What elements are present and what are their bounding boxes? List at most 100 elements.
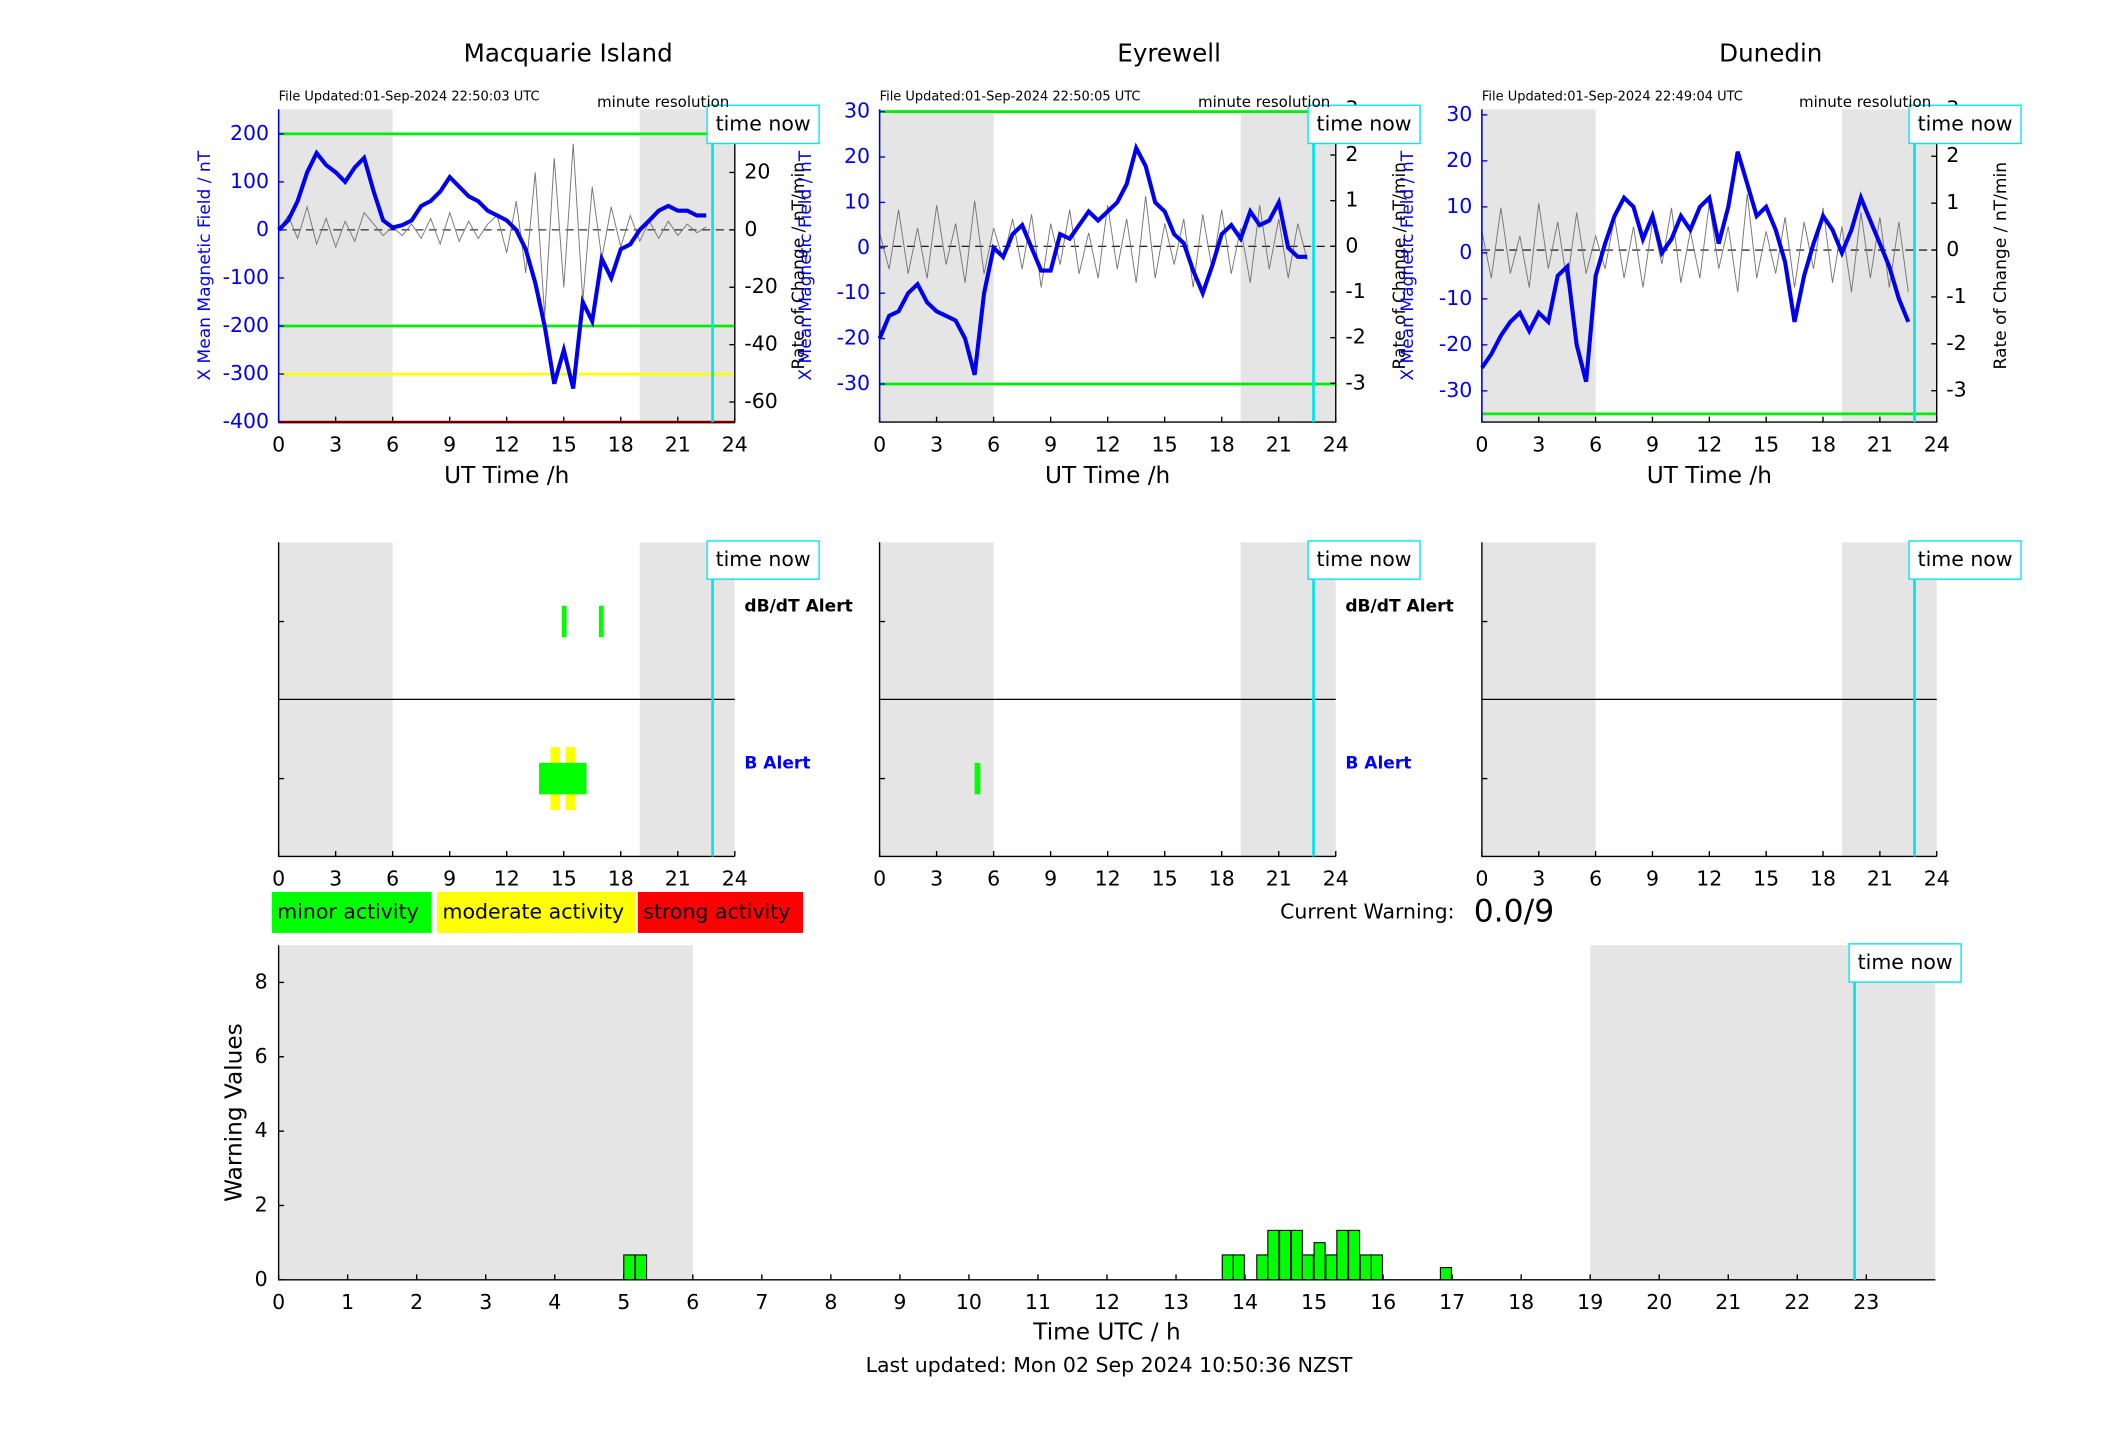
x-tick-label: 9 [1044,432,1057,456]
x-tick-label: 7 [755,1290,768,1314]
time-now-label: time now [716,111,811,135]
x-tick-label: 6 [686,1290,699,1314]
x-tick-label: 0 [1475,867,1488,891]
x-tick-label: 21 [665,867,691,891]
series-line [879,196,1308,288]
row-label: dB/dT Alert [1345,597,1453,617]
legend-swatch [437,891,636,933]
x-tick-label: 21 [1266,867,1292,891]
series-line [877,142,1308,376]
y2-axis-label: Rate of Change / nT/min [1991,162,2011,370]
x-axis-label: UT Time /h [444,462,569,489]
bar [1370,1254,1383,1281]
y2-tick-label: -1 [1946,284,1966,308]
bar [1290,1229,1303,1281]
y2-axis-label: Rate of Change / nT/min [789,162,809,369]
y-tick-label: 0 [255,1267,268,1291]
time-now-label: time now [716,547,811,571]
y-tick-label: 0 [857,235,870,259]
x-tick-label: 21 [665,432,691,456]
x-tick-label: 3 [479,1290,492,1314]
row-label: dB/dT Alert [744,597,852,617]
time-now-label: time now [1317,111,1412,135]
y2-tick-label: -3 [1946,378,1966,402]
bar [1348,1229,1361,1281]
night-shade [1240,109,1336,423]
bar [634,1254,648,1281]
alert-mark [561,605,567,638]
current-warning-label: Current Warning: [1280,899,1454,923]
x-tick-label: 21 [1867,867,1893,891]
bar [623,1254,636,1281]
x-tick-label: 21 [1715,1290,1741,1314]
x-tick-label: 9 [443,867,456,891]
y-tick-label: -200 [223,313,269,337]
x-tick-label: 24 [1924,867,1950,891]
x-tick-label: 18 [1508,1290,1534,1314]
row-label: B Alert [1345,754,1411,774]
x-tick-label: 21 [1867,432,1893,456]
x-tick-label: 3 [329,867,342,891]
y-tick-label: 10 [844,189,870,213]
y-tick-label: 6 [255,1044,268,1068]
resolution-note: minute resolution [1799,93,1931,111]
y-tick-label: -10 [1439,286,1472,310]
x-tick-label: 11 [1025,1290,1051,1314]
file-updated: File Updated:01-Sep-2024 22:49:04 UTC [1482,90,1743,105]
x-tick-label: 5 [617,1290,630,1314]
x-tick-label: 3 [930,432,943,456]
y-axis-label: Warning Values [220,1023,247,1202]
series-line [278,143,707,317]
legend-swatch [271,891,432,933]
x-tick-label: 3 [329,432,342,456]
x-tick-label: 3 [1532,432,1545,456]
time-now-box [1908,540,2022,580]
y-tick-label: 20 [844,144,870,168]
bar [1232,1254,1245,1281]
axes-frame [878,542,1336,858]
night-shade [1481,109,1596,423]
y-tick-label: 2 [255,1192,268,1216]
x-tick-label: 18 [1209,867,1235,891]
x-tick-label: 2 [410,1290,423,1314]
y2-tick-label: 20 [744,159,770,183]
x-tick-label: 0 [272,867,285,891]
x-tick-label: 15 [551,867,577,891]
x-tick-label: 9 [1646,867,1659,891]
time-now-box [1307,540,1421,580]
x-tick-label: 6 [1589,432,1602,456]
x-tick-label: 24 [1323,432,1349,456]
x-tick-label: 18 [1209,432,1235,456]
current-warning-value: 0.0/9 [1474,893,1555,929]
chart-title: Dunedin [1719,39,1822,68]
y-tick-label: 200 [230,121,269,145]
night-shade [879,109,994,423]
legend-label: minor activity [277,899,419,923]
y-tick-label: -10 [837,280,870,304]
x-tick-label: 18 [608,432,634,456]
x-tick-label: 0 [272,432,285,456]
axes-frame [277,542,735,858]
x-tick-label: 3 [930,867,943,891]
night-shade [278,945,693,1280]
night-shade [639,109,735,423]
bar [1313,1242,1326,1281]
y-axis-label: X Mean Magnetic Field / nT [796,150,816,380]
x-tick-label: 21 [1266,432,1292,456]
x-tick-label: 9 [1044,867,1057,891]
bar [1336,1229,1349,1281]
x-tick-label: 23 [1853,1290,1879,1314]
y-tick-label: -30 [837,371,870,395]
row-label: B Alert [744,754,810,774]
x-tick-label: 12 [494,432,520,456]
x-tick-label: 18 [608,867,634,891]
x-tick-label: 0 [873,867,886,891]
night-shade [1590,945,1936,1280]
x-tick-label: 6 [1589,867,1602,891]
x-axis-label: UT Time /h [1045,462,1170,489]
x-tick-label: 15 [1301,1290,1327,1314]
time-now-label: time now [1918,111,2013,135]
x-tick-label: 0 [1475,432,1488,456]
y-tick-label: 8 [255,969,268,993]
bar [1439,1267,1452,1281]
